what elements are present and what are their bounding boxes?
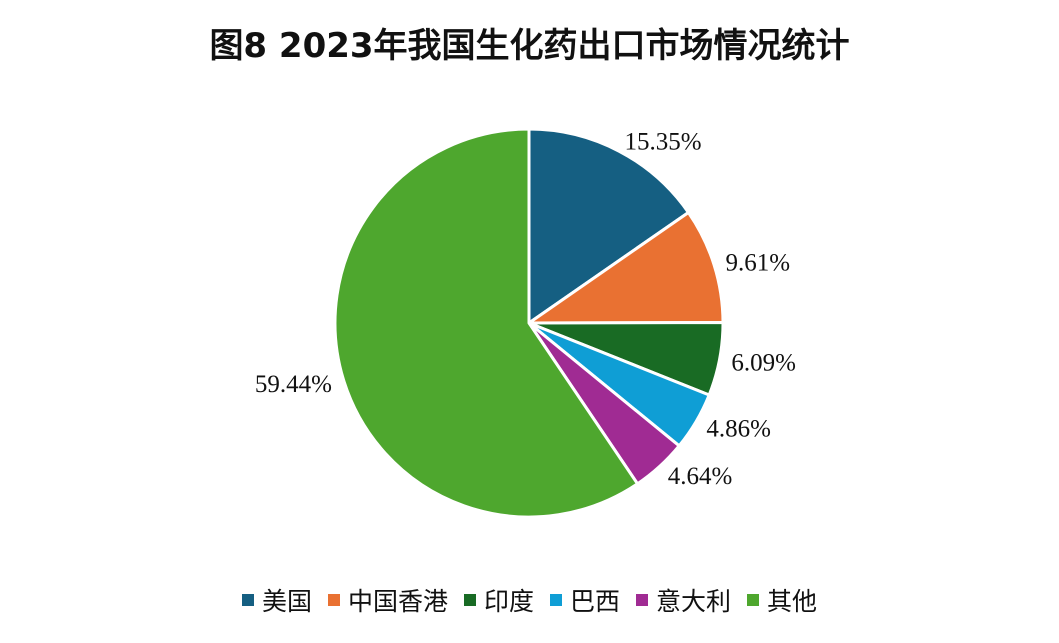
legend: 美国 中国香港 印度 巴西 意大利 其他 (0, 582, 1059, 618)
legend-item-5: 意大利 (636, 582, 731, 618)
legend-swatch (747, 594, 760, 606)
legend-label: 印度 (483, 587, 534, 616)
legend-label: 其他 (767, 587, 818, 616)
pie-slice-6 (333, 127, 639, 519)
legend-item-6: 其他 (747, 582, 817, 618)
legend-item-3: 印度 (463, 582, 534, 618)
data-label-1: 15.35% (625, 128, 702, 155)
pie-slice-2 (527, 210, 725, 325)
legend-label: 巴西 (570, 587, 621, 616)
legend-swatch (550, 594, 562, 606)
legend-swatch (463, 594, 476, 606)
data-label-2: 9.61% (726, 249, 791, 276)
data-label-4: 4.86% (706, 416, 771, 443)
data-label-6: 59.44% (255, 371, 332, 398)
legend-label: 美国 (261, 587, 312, 616)
data-label-3: 6.09% (731, 350, 796, 377)
legend-label: 中国香港 (347, 587, 448, 616)
legend-swatch (241, 594, 254, 606)
legend-swatch (327, 594, 340, 606)
legend-swatch (636, 594, 649, 606)
pie-slice-1 (527, 127, 690, 325)
legend-item-1: 美国 (241, 582, 312, 618)
legend-item-2: 中国香港 (327, 582, 448, 618)
legend-label: 意大利 (656, 587, 732, 616)
chart-title: 图8 2023年我国生化药出口市场情况统计 (209, 26, 850, 66)
data-label-5: 4.64% (668, 463, 733, 490)
legend-item-4: 巴西 (550, 582, 620, 618)
